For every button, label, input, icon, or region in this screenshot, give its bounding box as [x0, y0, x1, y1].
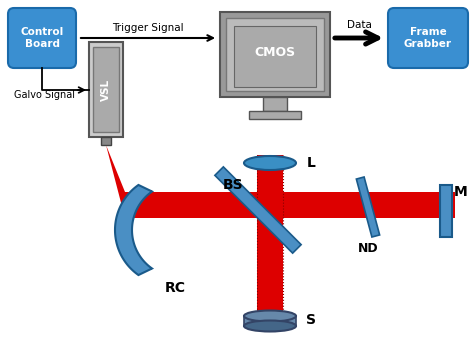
Text: RC: RC: [164, 281, 185, 295]
Text: S: S: [306, 313, 316, 327]
Ellipse shape: [244, 311, 296, 322]
Text: BS: BS: [223, 178, 243, 192]
Bar: [101, 137, 111, 145]
Bar: [249, 111, 301, 119]
Text: Frame
Grabber: Frame Grabber: [404, 27, 452, 49]
Polygon shape: [356, 177, 380, 237]
Text: CMOS: CMOS: [255, 46, 296, 59]
Bar: [125, 192, 257, 218]
Bar: [440, 185, 452, 237]
FancyBboxPatch shape: [8, 8, 76, 68]
Bar: [93, 47, 119, 132]
Polygon shape: [215, 167, 301, 253]
Text: M: M: [454, 185, 468, 199]
Bar: [89, 42, 123, 137]
Bar: [283, 192, 455, 218]
Bar: [257, 155, 283, 330]
Ellipse shape: [244, 156, 296, 170]
Ellipse shape: [244, 321, 296, 332]
Polygon shape: [106, 145, 125, 218]
FancyBboxPatch shape: [388, 8, 468, 68]
Text: VSL: VSL: [101, 78, 111, 100]
Text: ND: ND: [358, 242, 378, 255]
Bar: [234, 26, 316, 87]
Text: Galvo Signal: Galvo Signal: [14, 90, 75, 100]
Text: Trigger Signal: Trigger Signal: [112, 23, 184, 33]
Polygon shape: [115, 185, 152, 275]
Bar: [220, 12, 330, 97]
Text: Control
Board: Control Board: [20, 27, 64, 49]
Bar: [226, 18, 324, 91]
Bar: [263, 97, 287, 111]
Text: Data: Data: [346, 20, 372, 30]
Text: L: L: [307, 156, 316, 170]
Bar: [244, 316, 296, 326]
